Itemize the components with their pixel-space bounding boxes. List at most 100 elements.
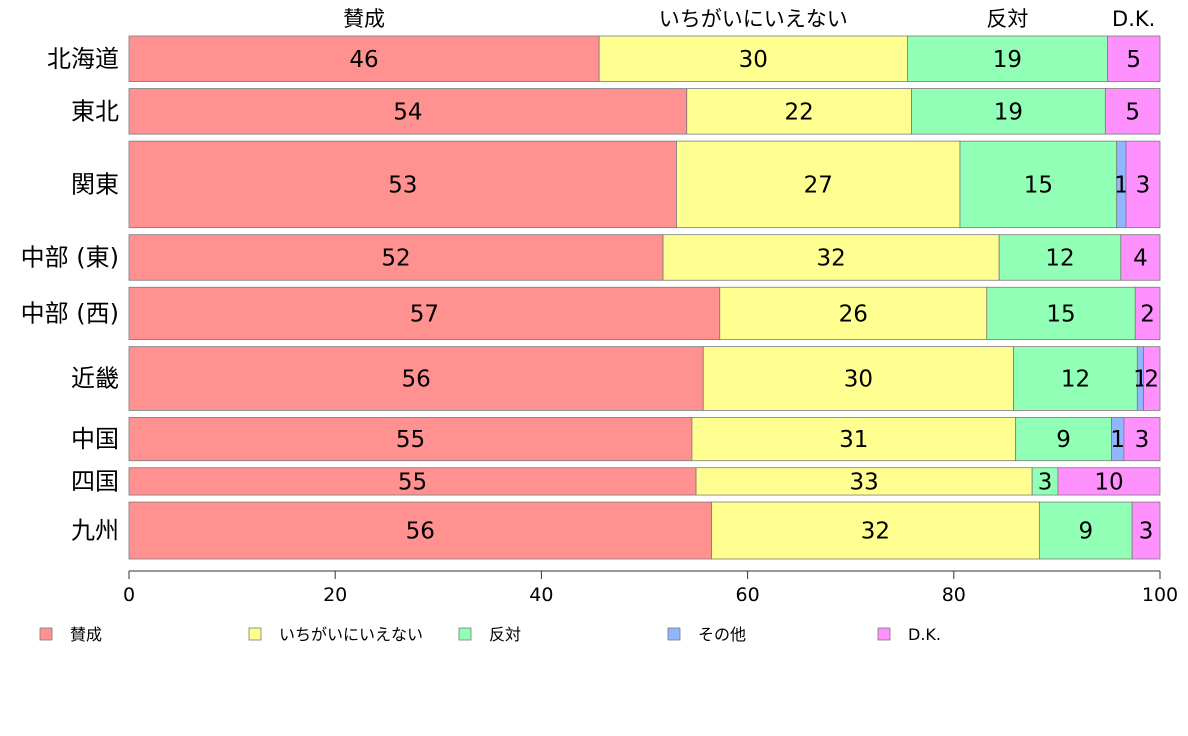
category-label-1: 北海道	[47, 45, 119, 73]
category-label-9: 九州	[71, 517, 119, 545]
column-header-1: 賛成	[343, 7, 385, 31]
bar-segment-7-1	[128, 417, 693, 462]
bar-segment-2-5	[1104, 88, 1161, 135]
data-label-5-1: 57	[410, 301, 439, 327]
bar-segment-4-5	[1120, 234, 1161, 281]
data-label-8-1: 55	[398, 469, 427, 495]
bar-segment-5-1	[128, 286, 721, 341]
category-label-7: 中国	[71, 425, 119, 453]
x-tick-label-3: 40	[529, 584, 553, 606]
category-label-6: 近畿	[71, 365, 119, 393]
bar-segment-8-2	[695, 467, 1033, 496]
data-label-7-2: 31	[839, 427, 868, 453]
data-label-6-3: 12	[1061, 367, 1090, 393]
bar-segment-8-1	[128, 467, 697, 496]
data-label-7-3: 9	[1056, 427, 1071, 453]
bar-segment-9-1	[128, 501, 712, 560]
data-label-5-3: 15	[1046, 301, 1075, 327]
bar-segment-9-2	[711, 501, 1040, 560]
data-label-4-1: 52	[381, 245, 410, 271]
bar-segment-4-3	[998, 234, 1122, 281]
legend-label-5: D.K.	[908, 625, 941, 644]
bar-segment-7-3	[1015, 417, 1112, 462]
data-label-2-2: 22	[785, 99, 814, 125]
x-tick-label-1: 0	[123, 584, 135, 606]
bar-segment-2-1	[128, 88, 688, 135]
x-tick-label-5: 80	[942, 584, 966, 606]
legend-label-3: 反対	[489, 625, 521, 644]
bar-segment-3-5	[1125, 140, 1161, 229]
legend-label-1: 賛成	[70, 625, 102, 644]
bar-segment-6-2	[702, 346, 1014, 411]
bar-segment-4-2	[662, 234, 1000, 281]
bar-segment-3-1	[128, 140, 677, 229]
data-label-9-5: 3	[1139, 519, 1154, 545]
category-label-3: 関東	[71, 170, 119, 198]
column-header-2: いちがいにいえない	[659, 7, 848, 31]
bar-segment-4-1	[128, 234, 664, 281]
data-label-8-3: 3	[1038, 469, 1053, 495]
data-label-3-1: 53	[388, 172, 417, 198]
data-label-8-2: 33	[849, 469, 878, 495]
bar-segment-2-3	[911, 88, 1106, 135]
bar-segment-5-3	[986, 286, 1136, 341]
bar-segment-9-5	[1131, 501, 1161, 560]
bar-segment-8-5	[1057, 467, 1161, 496]
legend-swatch-5	[877, 627, 891, 641]
column-header-5: D.K.	[1112, 7, 1155, 31]
bar-segment-5-5	[1134, 286, 1161, 341]
legend-swatch-2	[248, 627, 262, 641]
category-label-8: 四国	[71, 467, 119, 495]
data-label-6-1: 56	[401, 367, 430, 393]
data-label-3-5: 3	[1136, 172, 1151, 198]
data-label-6-2: 30	[844, 367, 873, 393]
data-label-3-2: 27	[804, 172, 833, 198]
data-label-6-5: 2	[1144, 367, 1159, 393]
bar-segment-1-1	[128, 35, 600, 82]
data-label-9-2: 32	[861, 519, 890, 545]
data-label-8-5: 10	[1094, 469, 1123, 495]
data-label-3-4: 1	[1114, 172, 1129, 198]
data-label-4-2: 32	[816, 245, 845, 271]
data-label-2-5: 5	[1125, 99, 1140, 125]
data-label-9-1: 56	[406, 519, 435, 545]
data-label-3-3: 15	[1024, 172, 1053, 198]
legend-swatch-1	[39, 627, 53, 641]
bar-segment-6-3	[1013, 346, 1138, 411]
data-label-4-5: 4	[1133, 245, 1148, 271]
data-label-2-1: 54	[393, 99, 422, 125]
legend-swatch-3	[458, 627, 472, 641]
data-label-2-3: 19	[994, 99, 1023, 125]
bar-segment-1-2	[598, 35, 908, 82]
x-tick-label-4: 60	[736, 584, 760, 606]
data-label-1-3: 19	[993, 47, 1022, 73]
data-label-9-3: 9	[1078, 519, 1093, 545]
data-label-7-1: 55	[396, 427, 425, 453]
bar-segment-2-2	[686, 88, 912, 135]
bar-segment-5-2	[719, 286, 988, 341]
data-label-1-2: 30	[739, 47, 768, 73]
data-label-7-4: 1	[1110, 427, 1125, 453]
bar-segment-6-1	[128, 346, 704, 411]
bar-segment-7-2	[691, 417, 1017, 462]
legend-label-4: その他	[698, 625, 746, 644]
x-tick-label-6: 100	[1142, 584, 1178, 606]
category-label-2: 東北	[71, 97, 119, 125]
column-header-3: 反対	[986, 7, 1028, 31]
bar-segment-6-5	[1143, 346, 1161, 411]
category-label-5: 中部 (西)	[21, 299, 119, 327]
x-tick-label-2: 20	[323, 584, 347, 606]
category-label-4: 中部 (東)	[21, 243, 119, 271]
data-label-7-5: 3	[1135, 427, 1150, 453]
data-label-4-3: 12	[1045, 245, 1074, 271]
bar-segment-1-5	[1107, 35, 1161, 82]
data-label-5-2: 26	[839, 301, 868, 327]
bar-segment-3-2	[676, 140, 961, 229]
legend-swatch-4	[667, 627, 681, 641]
legend-label-2: いちがいにいえない	[279, 625, 423, 644]
data-label-1-5: 5	[1126, 47, 1141, 73]
bar-segment-1-3	[907, 35, 1108, 82]
bar-segment-9-3	[1038, 501, 1133, 560]
bar-segment-7-5	[1123, 417, 1161, 462]
